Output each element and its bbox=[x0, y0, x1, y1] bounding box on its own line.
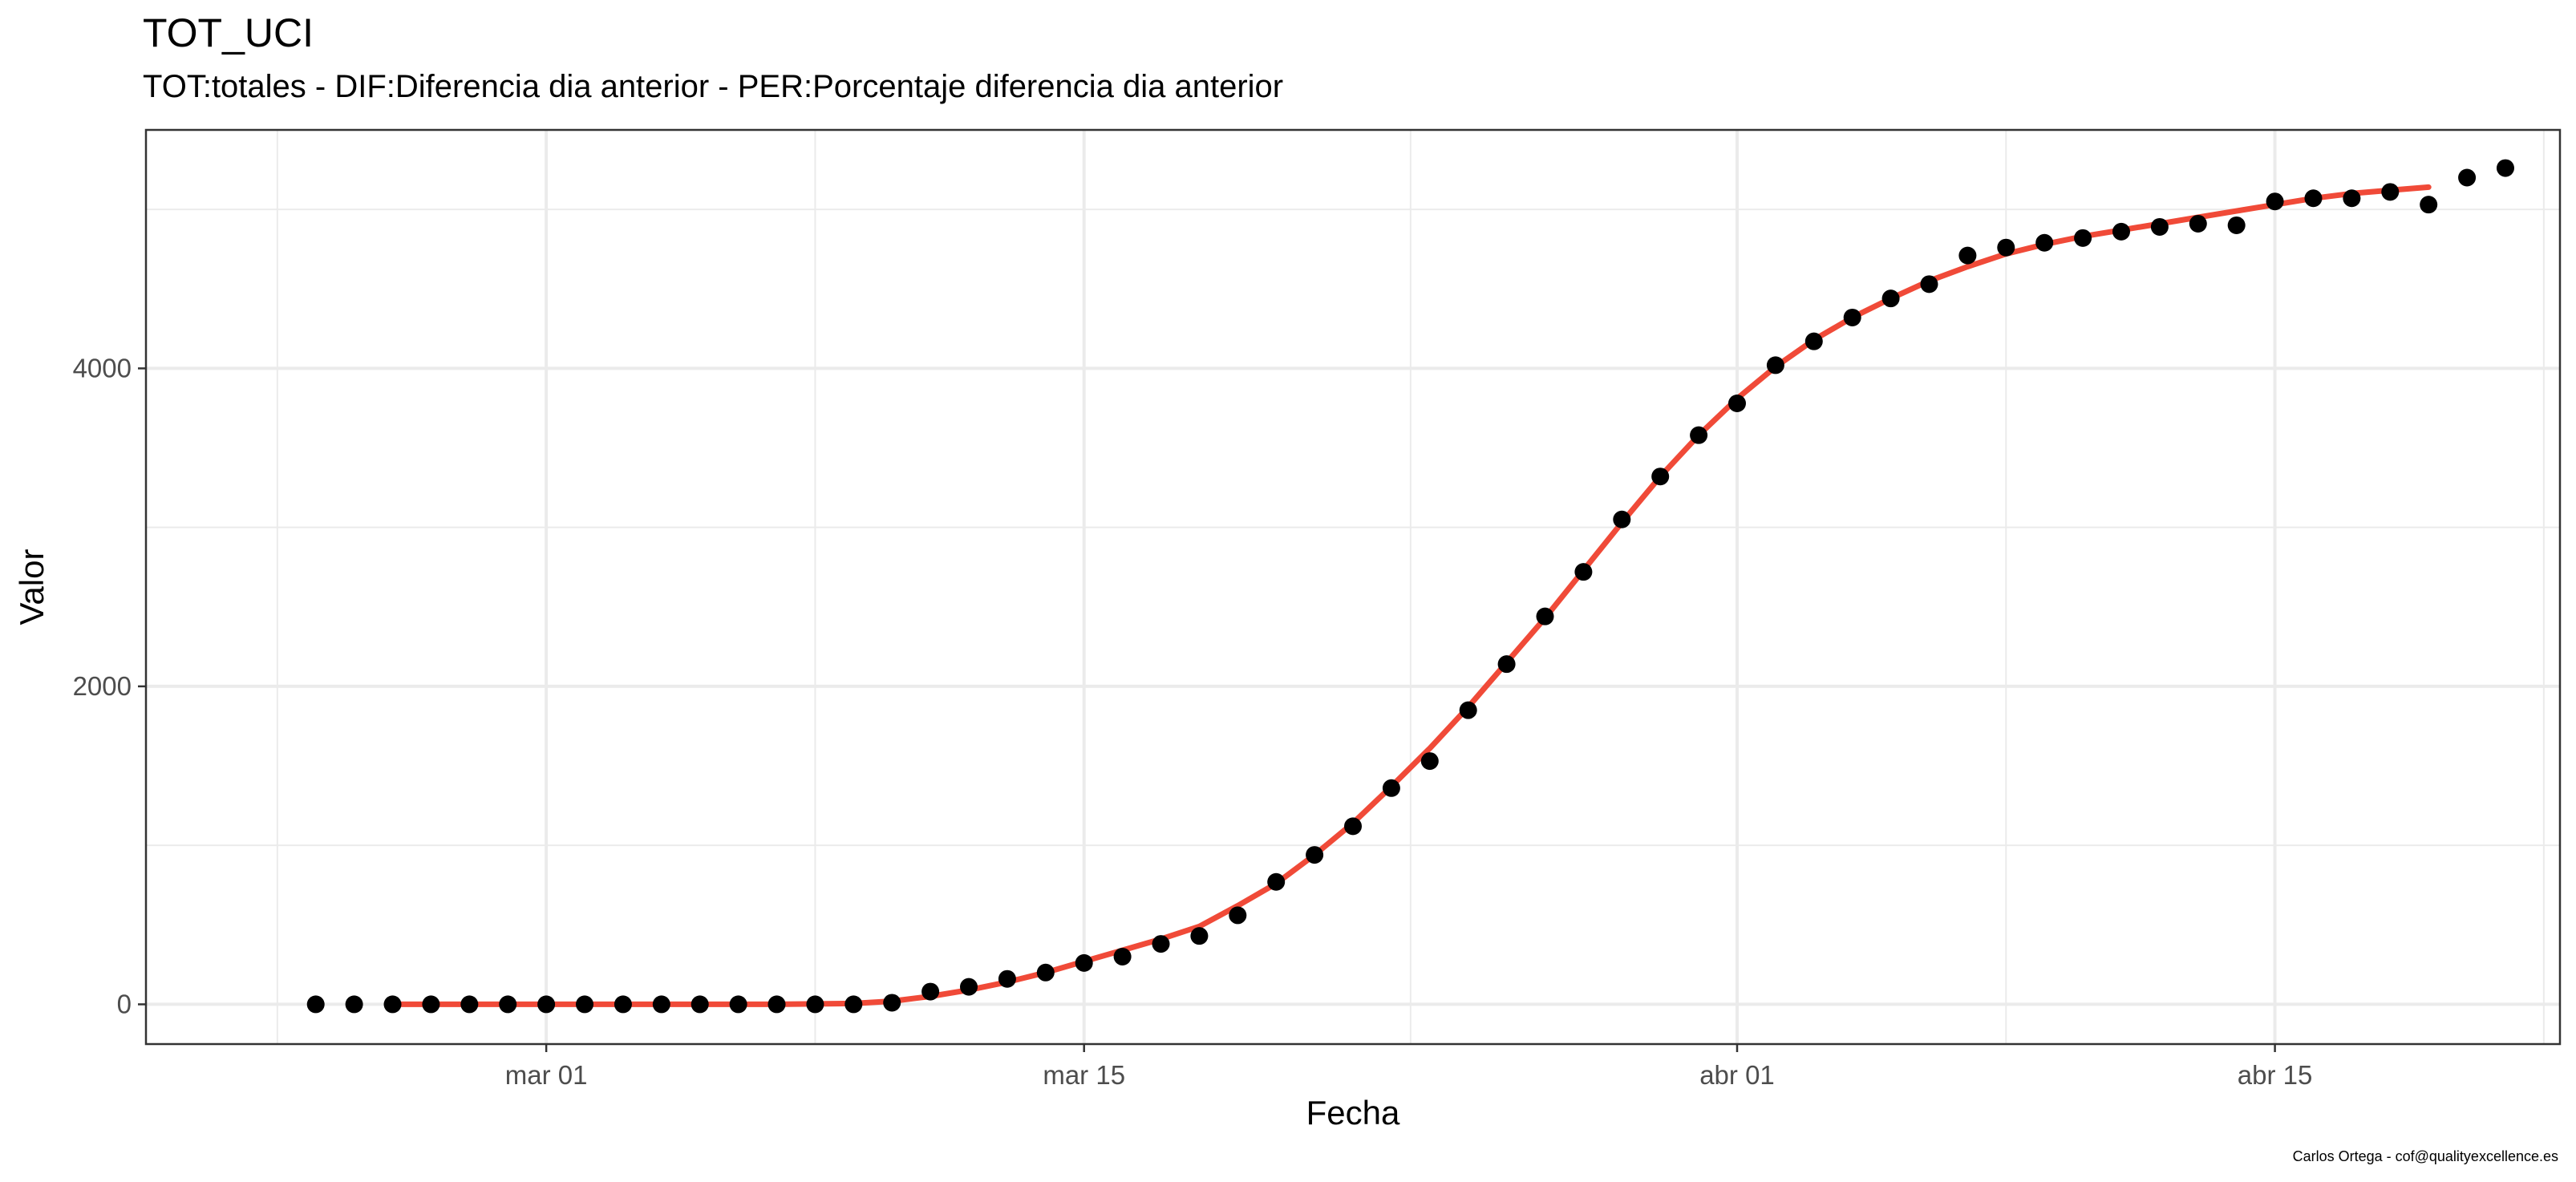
data-point bbox=[1344, 817, 1362, 836]
data-point bbox=[2189, 214, 2207, 233]
data-point bbox=[1497, 655, 1516, 674]
data-point bbox=[1958, 246, 1977, 265]
x-tick-label: mar 01 bbox=[505, 1060, 588, 1090]
data-point bbox=[844, 995, 863, 1014]
data-point bbox=[960, 978, 978, 996]
data-point bbox=[306, 995, 325, 1014]
plot-panel bbox=[146, 130, 2560, 1044]
data-point bbox=[1113, 947, 1132, 965]
data-point bbox=[1881, 289, 1900, 308]
data-point bbox=[576, 995, 594, 1014]
data-point bbox=[1613, 510, 1631, 528]
x-tick-label: abr 01 bbox=[1699, 1060, 1775, 1090]
data-point bbox=[1651, 468, 1670, 486]
data-point bbox=[1536, 607, 1554, 625]
data-point bbox=[1997, 238, 2015, 257]
data-point bbox=[1075, 953, 1093, 972]
data-point bbox=[614, 995, 632, 1014]
x-axis-title: Fecha bbox=[1306, 1094, 1400, 1131]
data-point bbox=[2343, 189, 2361, 208]
data-point bbox=[921, 982, 940, 1001]
panel-border bbox=[144, 128, 2562, 1046]
data-point bbox=[2227, 216, 2246, 234]
chart-caption: Carlos Ortega - cof@qualityexcellence.es bbox=[2292, 1148, 2558, 1164]
y-tick-label: 0 bbox=[117, 989, 132, 1018]
data-point bbox=[2304, 189, 2323, 208]
data-point bbox=[2112, 222, 2130, 241]
data-point bbox=[1190, 927, 1209, 945]
data-point bbox=[691, 995, 709, 1014]
y-tick-label: 2000 bbox=[73, 671, 132, 701]
data-point bbox=[729, 995, 747, 1014]
data-point bbox=[1382, 779, 1400, 797]
data-point bbox=[1766, 356, 1784, 374]
data-point bbox=[383, 995, 402, 1014]
data-point bbox=[1920, 275, 1938, 293]
data-point bbox=[1036, 963, 1055, 982]
data-point bbox=[1727, 395, 1746, 413]
x-tick-label: abr 15 bbox=[2238, 1060, 2313, 1090]
y-axis-title: Valor bbox=[13, 549, 51, 625]
data-point bbox=[1690, 426, 1708, 444]
data-point bbox=[1152, 935, 1170, 953]
data-point bbox=[2496, 159, 2514, 177]
data-point bbox=[768, 995, 786, 1014]
data-point bbox=[499, 995, 517, 1014]
data-point bbox=[2074, 229, 2092, 247]
data-point bbox=[1843, 308, 1861, 326]
data-point bbox=[345, 995, 363, 1014]
data-point bbox=[1306, 846, 1324, 864]
data-point bbox=[883, 994, 901, 1012]
data-point bbox=[2266, 192, 2284, 211]
data-point bbox=[2150, 217, 2169, 236]
data-point bbox=[652, 995, 670, 1014]
data-point bbox=[1804, 332, 1823, 350]
x-tick-label: mar 15 bbox=[1043, 1060, 1125, 1090]
data-point bbox=[1267, 872, 1286, 891]
data-point bbox=[806, 995, 824, 1014]
y-tick-label: 4000 bbox=[73, 353, 132, 383]
data-point bbox=[1459, 701, 1477, 719]
data-point bbox=[537, 995, 556, 1014]
chart-title: TOT_UCI bbox=[143, 10, 314, 55]
data-point bbox=[2035, 233, 2054, 252]
data-point bbox=[2458, 168, 2477, 187]
data-point bbox=[460, 995, 479, 1014]
data-point bbox=[998, 969, 1016, 988]
chart-subtitle: TOT:totales - DIF:Diferencia dia anterio… bbox=[143, 69, 1284, 104]
data-point bbox=[1420, 752, 1439, 771]
data-point bbox=[2381, 183, 2400, 201]
data-point bbox=[1229, 906, 1247, 925]
data-point bbox=[2420, 196, 2438, 214]
data-point bbox=[422, 995, 440, 1014]
data-point bbox=[1574, 563, 1593, 581]
